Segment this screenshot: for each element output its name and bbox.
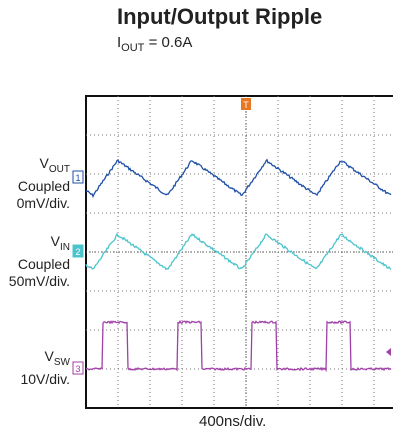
plot-markers: 1 2 3 T (72, 98, 391, 375)
plot-grid (86, 96, 393, 408)
channel-marker-label-2: 2 (75, 247, 80, 257)
channel-marker-3 (72, 361, 84, 375)
trace-vout (85, 158, 392, 199)
channel-marker-label-1: 1 (75, 173, 80, 183)
trace-vsw (85, 320, 392, 373)
channel-label-vout: VOUT Coupled 0mV/div. (16, 155, 70, 211)
trigger-marker-label: T (243, 100, 249, 110)
chart-title: Input/Output Ripple (117, 4, 323, 29)
plot-traces (85, 158, 392, 373)
channel-label-vsw: VSW 10V/div. (20, 348, 70, 387)
channel-marker-2 (72, 244, 84, 258)
x-axis-label: 400ns/div. (199, 413, 267, 430)
trigger-marker (241, 98, 251, 110)
chart-subtitle: IOUT = 0.6A (117, 34, 193, 54)
channel-marker-1 (72, 170, 84, 184)
trigger-level-arrow (386, 348, 391, 356)
channel-label-vin: VIN Coupled 50mV/div. (8, 233, 70, 289)
trace-vin (85, 232, 392, 271)
channel-marker-label-3: 3 (75, 364, 80, 374)
